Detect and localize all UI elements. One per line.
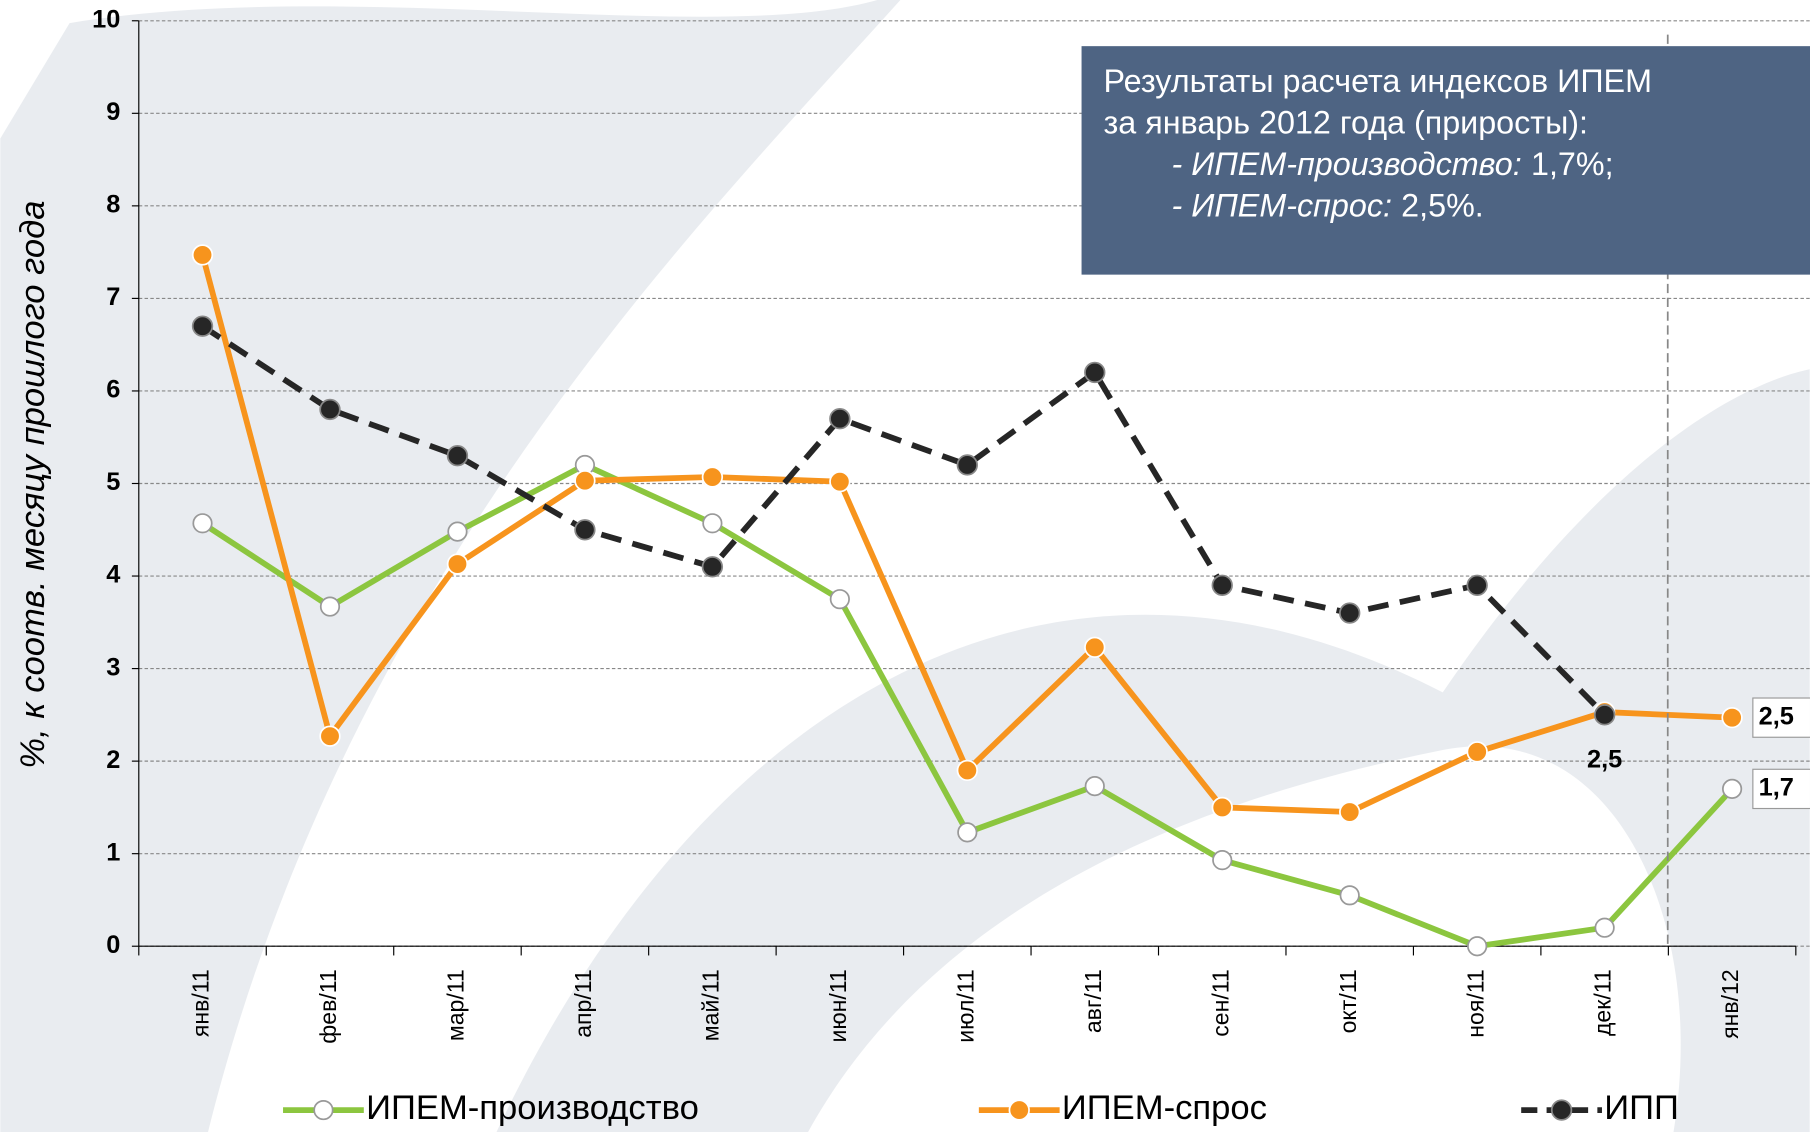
annotation-line: - ИПЕМ-производство: <box>1172 146 1522 182</box>
point <box>446 445 469 467</box>
point <box>1084 636 1106 658</box>
point <box>1721 706 1743 729</box>
point <box>574 470 596 492</box>
legend-label: ИПЕМ-спрос <box>1062 1089 1267 1127</box>
y-tick-label: 7 <box>106 283 120 311</box>
point <box>319 398 341 421</box>
data-label-box <box>1752 768 1810 810</box>
point <box>1594 917 1615 938</box>
x-tick-label: май/11 <box>697 969 723 1041</box>
annotation-box: Результаты расчета индексов ИПЕМ за январ… <box>1081 46 1810 275</box>
annotation-line: - ИПЕМ-спрос: <box>1172 187 1392 223</box>
point <box>313 1099 334 1121</box>
point <box>829 408 851 430</box>
point <box>1467 936 1488 957</box>
point <box>1339 602 1361 624</box>
point <box>1211 796 1233 819</box>
point <box>447 521 468 542</box>
y-tick-label: 3 <box>106 653 120 681</box>
x-tick-label: мар/11 <box>443 969 469 1041</box>
annotation-line: 1,7%; <box>1531 146 1614 182</box>
data-label: 1,7 <box>1759 774 1794 802</box>
y-tick-label: 1 <box>106 838 120 866</box>
point <box>1466 741 1488 763</box>
x-tick-label: ноя/11 <box>1462 969 1488 1037</box>
point <box>191 315 214 337</box>
annotation-line: Результаты расчета индексов ИПЕМ <box>1103 63 1652 99</box>
annotation-line: за январь 2012 года (приросты): <box>1103 104 1588 140</box>
point <box>1550 1099 1573 1121</box>
point <box>1211 574 1233 596</box>
x-tick-label: апр/11 <box>570 969 596 1038</box>
point <box>192 513 213 534</box>
y-tick-label: 0 <box>106 931 120 959</box>
y-tick-label: 10 <box>92 5 120 33</box>
point <box>702 513 723 534</box>
data-label: 2,5 <box>1759 702 1794 730</box>
point <box>956 454 978 476</box>
point <box>446 553 469 575</box>
y-tick-label: 4 <box>106 561 120 589</box>
x-tick-label: дек/11 <box>1590 969 1616 1036</box>
annotation-line: 2,5%. <box>1401 187 1484 223</box>
y-tick-label: 8 <box>106 191 120 219</box>
point <box>701 466 724 488</box>
x-tick-label: июл/11 <box>952 969 978 1042</box>
series-line <box>200 323 1607 717</box>
y-tick-label: 2 <box>106 746 120 774</box>
point <box>574 519 596 541</box>
y-tick-label: 5 <box>106 468 120 496</box>
point <box>829 589 850 610</box>
x-tick-label: июн/11 <box>825 969 851 1042</box>
point <box>1084 776 1105 797</box>
point <box>829 470 851 493</box>
x-tick-label: янв/12 <box>1717 969 1743 1039</box>
legend-label: ИПЕМ-производство <box>366 1089 699 1127</box>
data-label-box <box>1752 697 1810 738</box>
point <box>1212 850 1233 871</box>
data-label: 2,5 <box>1587 746 1622 774</box>
point <box>1339 801 1361 823</box>
point <box>1008 1099 1030 1121</box>
y-tick-label: 6 <box>106 376 120 404</box>
point <box>956 759 978 782</box>
point <box>1722 778 1743 799</box>
x-tick-label: фев/11 <box>315 969 341 1043</box>
point <box>1339 885 1360 906</box>
annotation-text: Результаты расчета индексов ИПЕМ за январ… <box>1103 63 1652 224</box>
x-tick-label: авг/11 <box>1080 969 1106 1033</box>
point <box>701 556 724 578</box>
point <box>319 725 341 747</box>
point <box>1084 361 1106 384</box>
y-tick-label: 9 <box>106 98 120 126</box>
point <box>1593 704 1616 726</box>
legend-label: ИПП <box>1604 1089 1679 1127</box>
x-tick-label: окт/11 <box>1335 969 1361 1033</box>
x-tick-label: сен/11 <box>1207 969 1233 1036</box>
y-axis-title: %, к соотв. месяцу прошлого года <box>14 201 52 769</box>
x-tick-label: янв/11 <box>188 969 214 1037</box>
point <box>319 596 341 617</box>
point <box>957 822 978 843</box>
point <box>191 244 214 266</box>
point <box>1466 574 1488 596</box>
